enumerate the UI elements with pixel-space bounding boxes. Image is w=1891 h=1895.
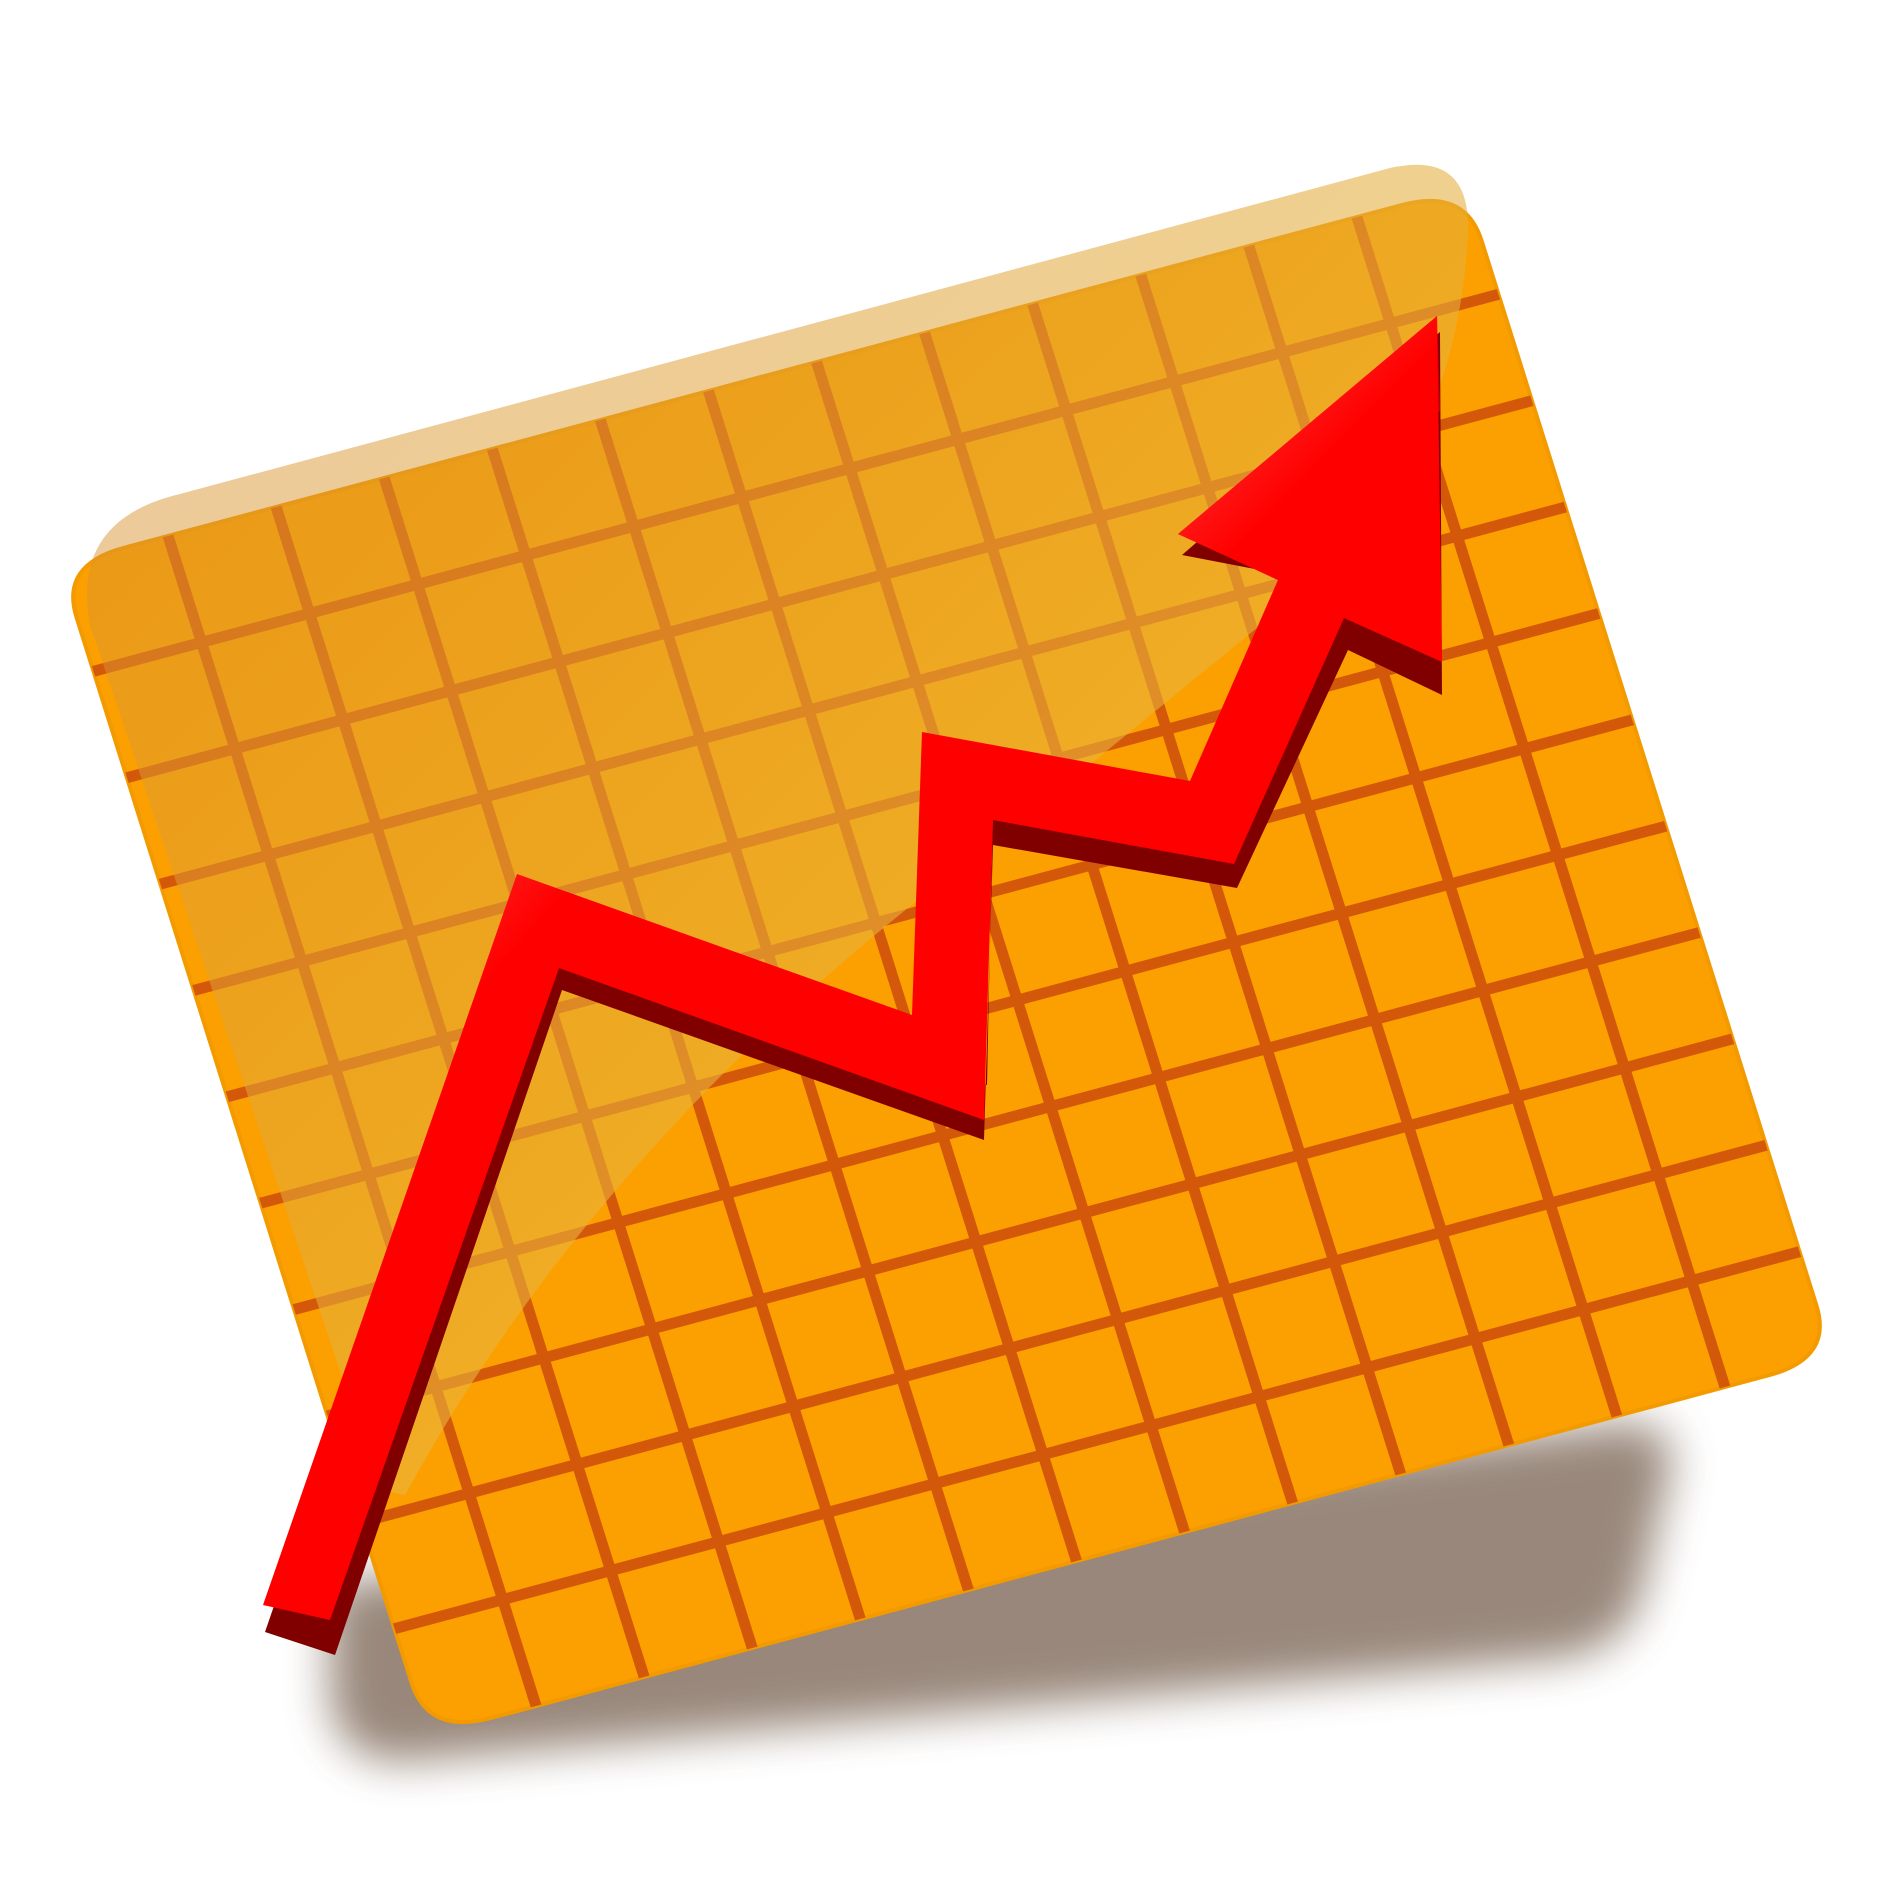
drop-shadow [330, 1423, 1671, 1762]
trend-arrow [263, 316, 1442, 1655]
grid-line-horizontal [365, 1238, 1820, 1642]
grid-line-horizontal [331, 1132, 1796, 1536]
grid-line-horizontal [298, 1026, 1763, 1429]
arrow-head-highlight [1178, 316, 1440, 580]
